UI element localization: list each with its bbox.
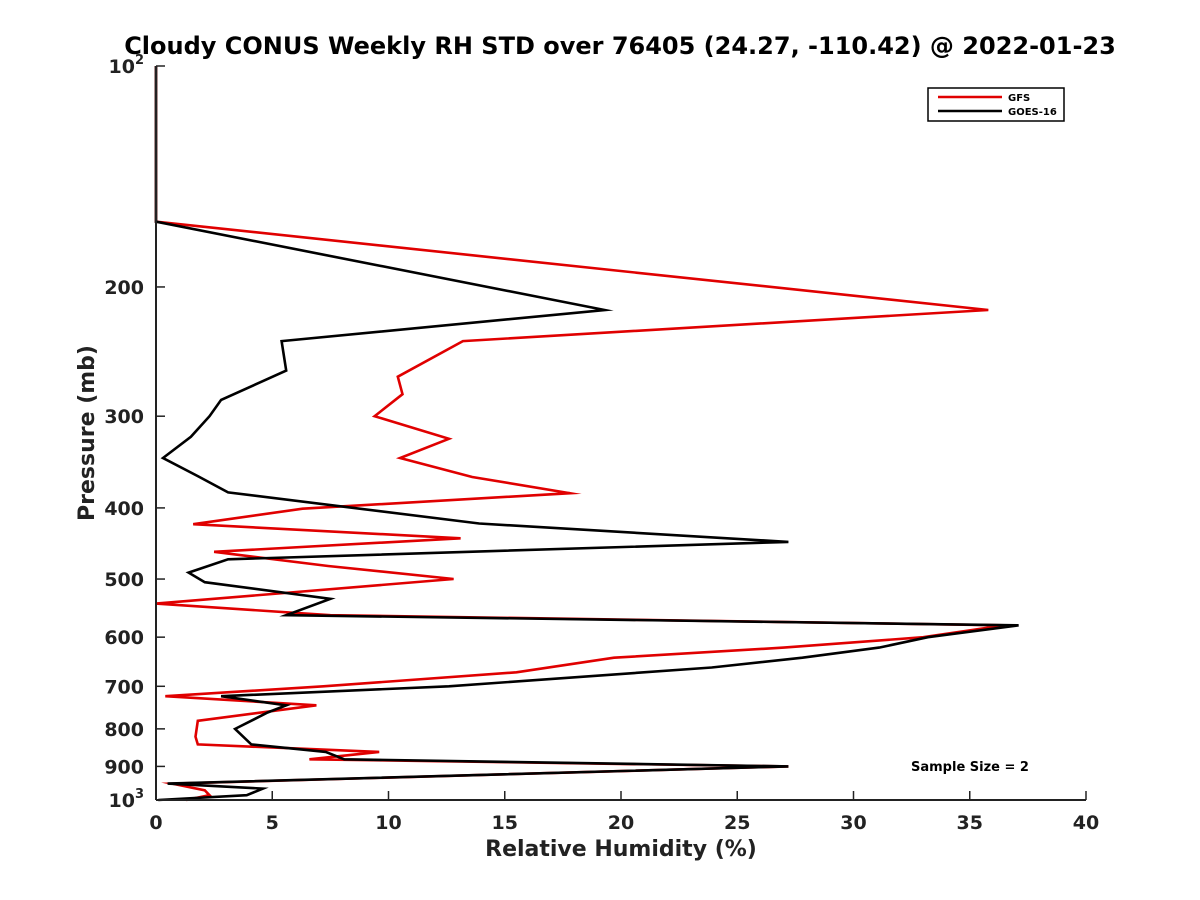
chart-title: Cloudy CONUS Weekly RH STD over 76405 (2…	[124, 32, 1116, 60]
x-tick-label: 35	[957, 812, 983, 834]
y-tick-label: 700	[104, 676, 144, 698]
y-axis-label: Pressure (mb)	[75, 345, 100, 521]
series-line-goes16	[154, 66, 1019, 802]
x-ticks: 0 5 10 15 20 25 30 35 40	[149, 791, 1099, 834]
y-tick-label-base: 900	[104, 756, 144, 778]
x-tick-label: 20	[608, 812, 634, 834]
y-tick-label-base: 400	[104, 498, 144, 520]
y-tick-label: 800	[104, 719, 144, 741]
y-tick-label: 102	[109, 53, 145, 78]
x-tick-label: 10	[375, 812, 401, 834]
y-tick-label: 900	[104, 756, 144, 778]
x-tick-label: 0	[149, 812, 162, 834]
y-tick-label-base: 10	[109, 790, 135, 812]
x-tick-label: 30	[840, 812, 866, 834]
y-tick-label-base: 700	[104, 676, 144, 698]
y-tick-label: 400	[104, 498, 144, 520]
y-tick-label-base: 300	[104, 406, 144, 428]
y-tick-label-base: 200	[104, 277, 144, 299]
y-tick-label: 300	[104, 406, 144, 428]
x-tick-label: 40	[1073, 812, 1099, 834]
y-tick-label: 600	[104, 627, 144, 649]
x-tick-label: 15	[492, 812, 518, 834]
y-tick-label: 200	[104, 277, 144, 299]
y-tick-label-base: 600	[104, 627, 144, 649]
series-line-gfs	[154, 66, 1005, 802]
y-tick-label-base: 800	[104, 719, 144, 741]
series-layer	[154, 66, 1019, 802]
y-tick-label-base: 10	[109, 56, 135, 78]
x-axis-label: Relative Humidity (%)	[485, 837, 757, 862]
legend-label-gfs: GFS	[1008, 93, 1030, 104]
x-tick-label: 25	[724, 812, 750, 834]
y-tick-label-exponent: 3	[135, 787, 144, 802]
y-tick-label-base: 500	[104, 569, 144, 591]
legend-box	[927, 87, 1065, 122]
x-tick-label: 5	[266, 812, 279, 834]
y-tick-label: 500	[104, 569, 144, 591]
y-tick-label: 103	[109, 787, 145, 812]
legend: GFS GOES-16	[927, 87, 1065, 122]
sample-size-annotation: Sample Size = 2	[911, 760, 1029, 775]
legend-label-goes16: GOES-16	[1008, 107, 1057, 118]
y-tick-label-exponent: 2	[135, 53, 144, 68]
